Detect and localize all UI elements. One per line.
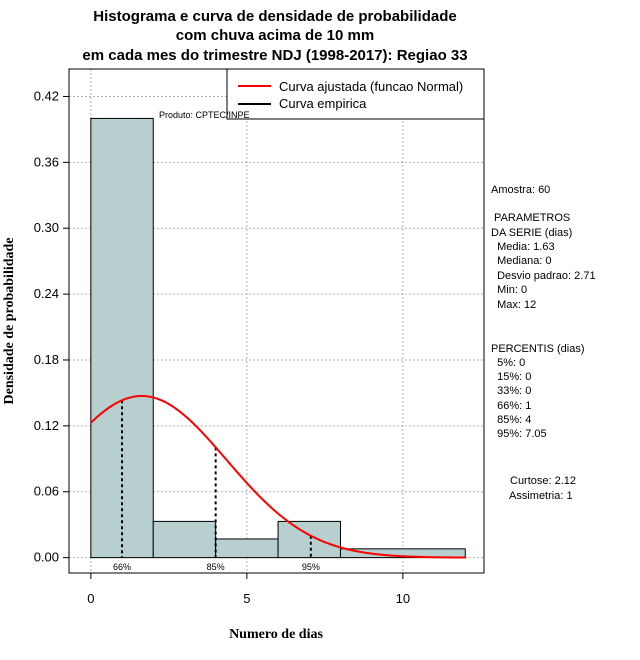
- percentis-line: 15%: 0: [491, 371, 531, 383]
- histogram-bar: [277, 520, 341, 559]
- legend-box: [226, 68, 485, 120]
- legend: Curva ajustada (funcao Normal) Curva emp…: [226, 68, 485, 120]
- y-tick-label: 0.18: [34, 352, 59, 367]
- statistics-panel: Amostra: 60 PARAMETROS DA SERIE (dias) M…: [491, 184, 596, 502]
- normal-fit-curve: [90, 394, 466, 559]
- histogram-bar: [215, 538, 279, 559]
- percentile-label: 85%: [207, 562, 225, 572]
- params-line: Max: 12: [491, 299, 536, 311]
- percentis-line: 33%: 0: [491, 385, 531, 397]
- x-axis-label: Numero de dias: [229, 627, 323, 642]
- y-tick-label: 0.06: [34, 484, 59, 499]
- params-line: DA SERIE (dias): [491, 227, 572, 239]
- chart-title-line-2: com chuva acima de 10 mm: [176, 27, 374, 44]
- y-axis-label: Densidade de probabilidade: [2, 237, 17, 404]
- params-line: Media: 1.63: [491, 241, 555, 253]
- histogram-bar: [152, 520, 217, 559]
- percentis-line: PERCENTIS (dias): [491, 343, 585, 355]
- percentis-line: 95%: 7.05: [491, 428, 547, 440]
- kurtosis: Curtose: 2.12: [510, 475, 576, 487]
- y-tick-label: 0.30: [34, 220, 59, 235]
- chart-title-line-1: Histograma e curva de densidade de proba…: [93, 8, 456, 25]
- params-line: PARAMETROS: [491, 212, 570, 224]
- x-tick-label: 0: [87, 591, 94, 606]
- percentile-lines: 66% 85% 95%: [113, 400, 320, 572]
- percentis-line: 5%: 0: [491, 357, 525, 369]
- sample-size: Amostra: 60: [491, 184, 550, 196]
- percentis-line: 66%: 1: [491, 400, 531, 412]
- percentile-label: 66%: [113, 562, 131, 572]
- y-tick-label: 0.42: [34, 88, 59, 103]
- chart-title-line-3: em cada mes do trimestre NDJ (1998-2017)…: [82, 47, 467, 64]
- y-tick-label: 0.36: [34, 154, 59, 169]
- x-axis-ticks: 0 5 10: [87, 573, 410, 606]
- histogram-bar: [339, 548, 466, 559]
- params-line: Min: 0: [491, 284, 527, 296]
- y-tick-label: 0.24: [34, 286, 59, 301]
- legend-label-empirical: Curva empirica: [279, 96, 367, 111]
- legend-label-normal: Curva ajustada (funcao Normal): [279, 79, 463, 94]
- params-line: Mediana: 0: [491, 255, 552, 267]
- params-line: Desvio padrao: 2.71: [491, 270, 596, 282]
- y-axis-ticks: 0.00 0.06 0.12 0.18 0.24 0.30 0.36 0.42: [34, 88, 69, 565]
- skewness: Assimetria: 1: [509, 490, 573, 502]
- percentile-label: 95%: [302, 562, 320, 572]
- source-note: Produto: CPTEC/INPE: [159, 110, 250, 120]
- y-tick-label: 0.00: [34, 550, 59, 565]
- percentis-line: 85%: 4: [491, 414, 531, 426]
- y-tick-label: 0.12: [34, 418, 59, 433]
- x-tick-label: 10: [396, 591, 410, 606]
- x-tick-label: 5: [243, 591, 250, 606]
